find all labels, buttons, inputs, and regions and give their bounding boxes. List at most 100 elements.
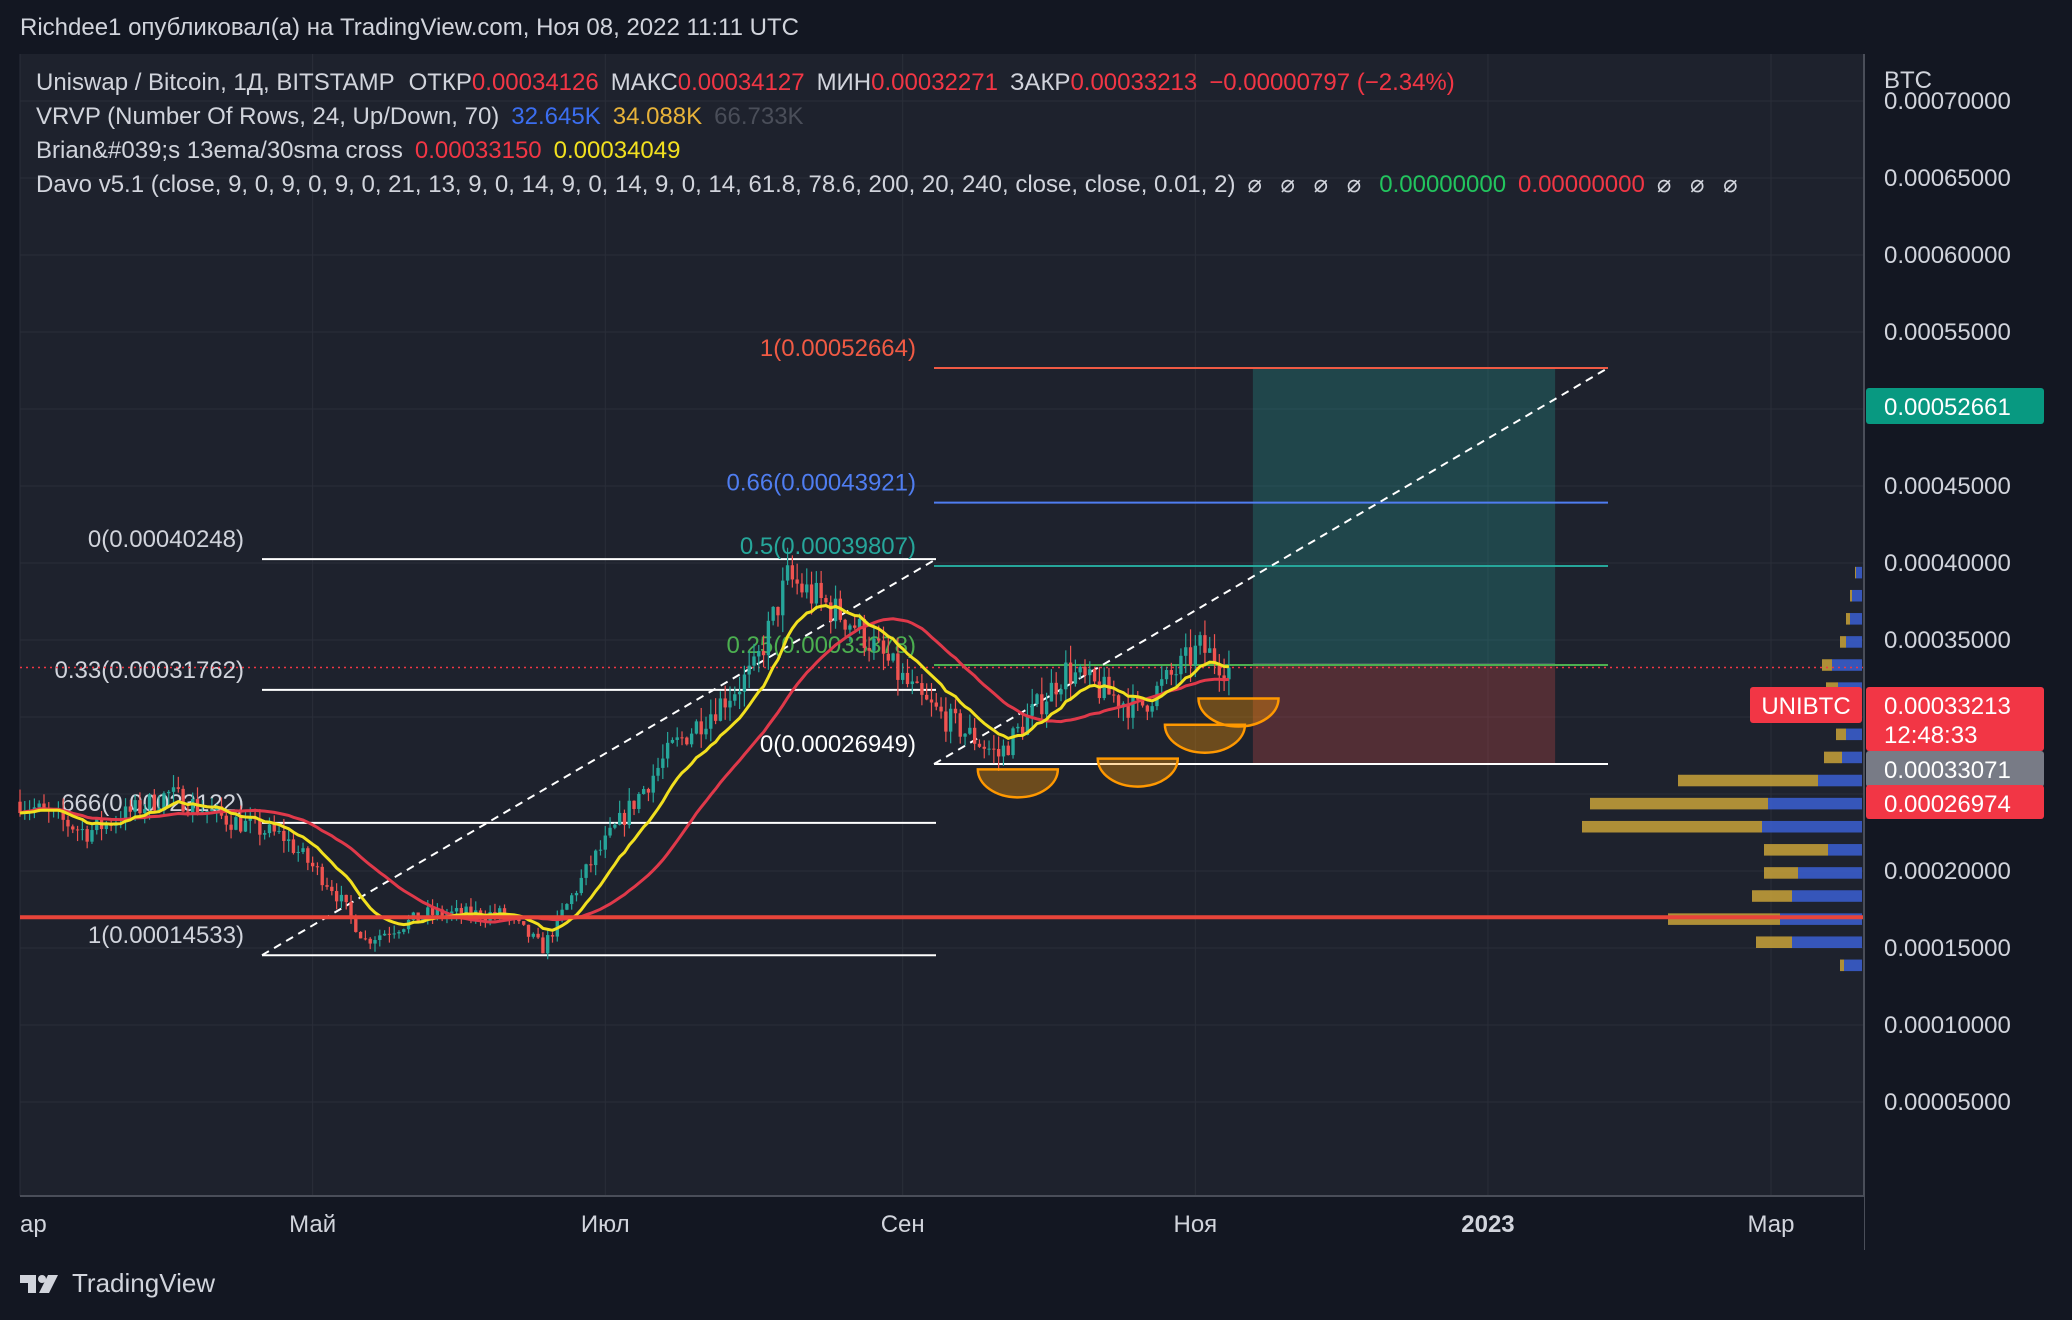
chart-pane-background	[20, 54, 1864, 1250]
candle-down	[1222, 675, 1226, 680]
candle-down	[992, 748, 996, 750]
ema-name[interactable]: Brian&#039;s 13ema/30sma cross	[36, 137, 403, 164]
candle-down	[886, 653, 890, 661]
candle-up	[392, 933, 396, 935]
candle-down	[344, 894, 348, 903]
candle-up	[814, 582, 819, 604]
symbol-tag-bg	[1750, 687, 1862, 723]
candle-down	[71, 826, 75, 830]
candle-up	[766, 620, 771, 656]
candle-up	[1078, 666, 1082, 673]
ema-v1: 0.00033150	[414, 137, 542, 164]
candle-up	[742, 674, 747, 692]
candle-down	[934, 702, 938, 707]
price-axis-tick: 0.00060000	[1884, 242, 2011, 269]
candle-down	[761, 650, 766, 656]
candle-down	[920, 683, 924, 695]
indicator-legend: Uniswap / Bitcoin, 1Д, BITSTAMP ОТКР0.000…	[36, 66, 1756, 202]
candle-up	[133, 800, 137, 812]
candle-down	[42, 803, 46, 809]
long-position-tool[interactable]	[1252, 368, 1556, 764]
position-stop-zone	[1252, 664, 1556, 764]
candle-down	[589, 864, 593, 866]
symbol-tag: UNIBTC	[1761, 693, 1850, 720]
target-price-tag: 0.00052661	[1884, 394, 2011, 421]
candle-up	[963, 733, 967, 737]
candle-up	[167, 791, 171, 794]
candle-down	[152, 794, 157, 811]
candle-up	[1016, 726, 1020, 729]
legend-davo: Davo v5.1 (close, 9, 0, 9, 0, 9, 0, 21, …	[36, 168, 1756, 202]
candle-down	[829, 602, 833, 622]
candle-down	[680, 737, 684, 739]
candle-up	[570, 895, 574, 905]
vp-bar-down	[1678, 774, 1818, 787]
candle-down	[982, 746, 986, 749]
brand-name[interactable]: TradingView	[72, 1268, 216, 1298]
candle-down	[306, 848, 310, 863]
candle-up	[1030, 704, 1034, 716]
candle-up	[286, 839, 291, 841]
time-axis[interactable]: ар Май Июл Сен Ноя 2023 Мар	[0, 1195, 1864, 1250]
candle-up	[382, 933, 387, 936]
candle-down	[349, 902, 353, 916]
candle-down	[819, 582, 823, 599]
candle-down	[138, 800, 142, 814]
candle-down	[176, 787, 180, 789]
high-label: МАКС	[610, 69, 678, 96]
vp-bar-down	[1836, 728, 1846, 741]
symbol-title[interactable]: Uniswap / Bitcoin, 1Д, BITSTAMP	[36, 69, 395, 96]
candle-up	[1150, 706, 1154, 712]
candle-down	[1116, 695, 1121, 708]
fib-right-level-label: 0.66(0.00043921)	[727, 470, 917, 497]
price-axis-unit: BTC	[1884, 67, 1932, 94]
rounded-bottom-arcs[interactable]	[976, 697, 1280, 799]
candle-down	[843, 619, 847, 630]
candle-down	[953, 708, 958, 714]
davo-symbols-2: ⌀ ⌀ ⌀	[1656, 171, 1744, 198]
candle-down	[224, 815, 228, 825]
candle-up	[296, 851, 300, 853]
vp-bar-down	[1824, 751, 1842, 764]
candle-up	[402, 929, 406, 932]
candle-down	[238, 817, 243, 832]
candle-down	[685, 737, 689, 745]
fib-left-level-label: 0.33(0.00031762)	[55, 657, 245, 684]
candle-up	[450, 911, 454, 915]
candle-down	[877, 638, 881, 641]
candle-up	[661, 758, 665, 768]
legend-vrvp: VRVP (Number Of Rows, 24, Up/Down, 70) 32…	[36, 100, 1756, 134]
candle-down	[809, 584, 814, 604]
candle-up	[1131, 695, 1135, 718]
candle-down	[440, 909, 444, 917]
price-axis-background	[1864, 0, 2072, 1250]
candle-down	[358, 931, 363, 939]
candle-down	[925, 694, 929, 700]
candle-up	[104, 823, 109, 830]
candle-down	[944, 711, 948, 732]
candle-down	[915, 681, 919, 684]
candle-up	[857, 618, 862, 628]
davo-name[interactable]: Davo v5.1 (close, 9, 0, 9, 0, 9, 0, 21, …	[36, 171, 1236, 198]
candle-down	[1054, 682, 1058, 695]
candle-up	[694, 721, 699, 734]
price-axis-tick: 0.00040000	[1884, 550, 2011, 577]
candle-up	[1160, 679, 1164, 686]
close-label: ЗАКР	[1009, 69, 1071, 96]
candle-up	[560, 909, 564, 916]
candle-up	[277, 830, 281, 832]
candle-down	[800, 583, 804, 593]
publish-attribution: Richdee1 опубликовал(а) на TradingView.c…	[20, 14, 799, 41]
time-axis-label: 2023	[1461, 1211, 1514, 1238]
rounded-bottom-arc	[1197, 697, 1280, 728]
candle-up	[771, 606, 775, 621]
candle-up	[709, 714, 713, 729]
rounded-bottom-arc	[1163, 723, 1247, 754]
candle-down	[776, 606, 780, 616]
vrvp-name[interactable]: VRVP (Number Of Rows, 24, Up/Down, 70)	[36, 103, 500, 130]
candle-down	[128, 806, 133, 812]
candle-down	[354, 915, 358, 932]
change-value: −0.00000797 (−2.34%)	[1209, 69, 1455, 96]
